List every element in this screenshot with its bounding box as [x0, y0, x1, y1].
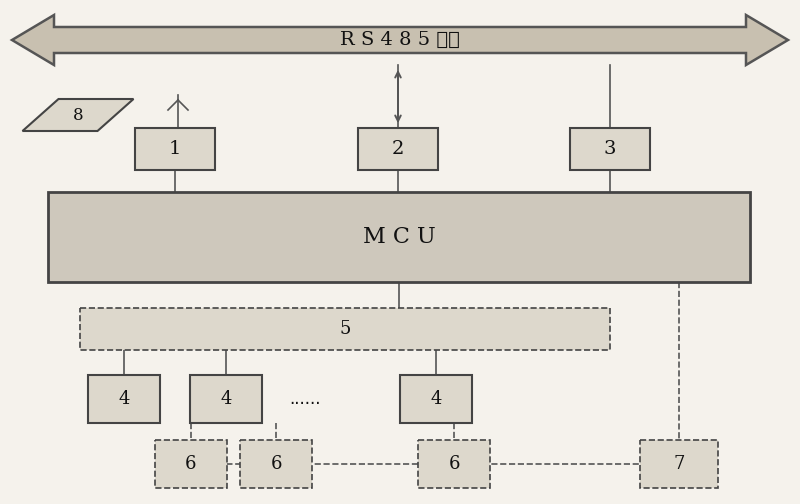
Text: 5: 5: [339, 320, 350, 338]
Bar: [48, 192, 750, 282]
Bar: [418, 440, 490, 488]
Polygon shape: [22, 99, 134, 131]
Text: 2: 2: [392, 140, 404, 158]
Bar: [358, 128, 438, 170]
Text: 8: 8: [73, 106, 83, 123]
Bar: [80, 308, 610, 350]
Text: 1: 1: [169, 140, 181, 158]
Bar: [400, 375, 472, 423]
Text: 6: 6: [270, 455, 282, 473]
Text: ......: ......: [290, 390, 321, 408]
Text: 4: 4: [220, 390, 232, 408]
Text: 4: 4: [118, 390, 130, 408]
Bar: [640, 440, 718, 488]
Text: 6: 6: [186, 455, 197, 473]
Bar: [240, 440, 312, 488]
Polygon shape: [12, 15, 788, 65]
Bar: [88, 375, 160, 423]
Text: 6: 6: [448, 455, 460, 473]
Bar: [155, 440, 227, 488]
Bar: [570, 128, 650, 170]
Text: M C U: M C U: [362, 226, 435, 248]
Bar: [190, 375, 262, 423]
Bar: [135, 128, 215, 170]
Text: R S 4 8 5 总线: R S 4 8 5 总线: [340, 31, 460, 49]
Text: 3: 3: [604, 140, 616, 158]
Text: 4: 4: [430, 390, 442, 408]
Text: 7: 7: [674, 455, 685, 473]
